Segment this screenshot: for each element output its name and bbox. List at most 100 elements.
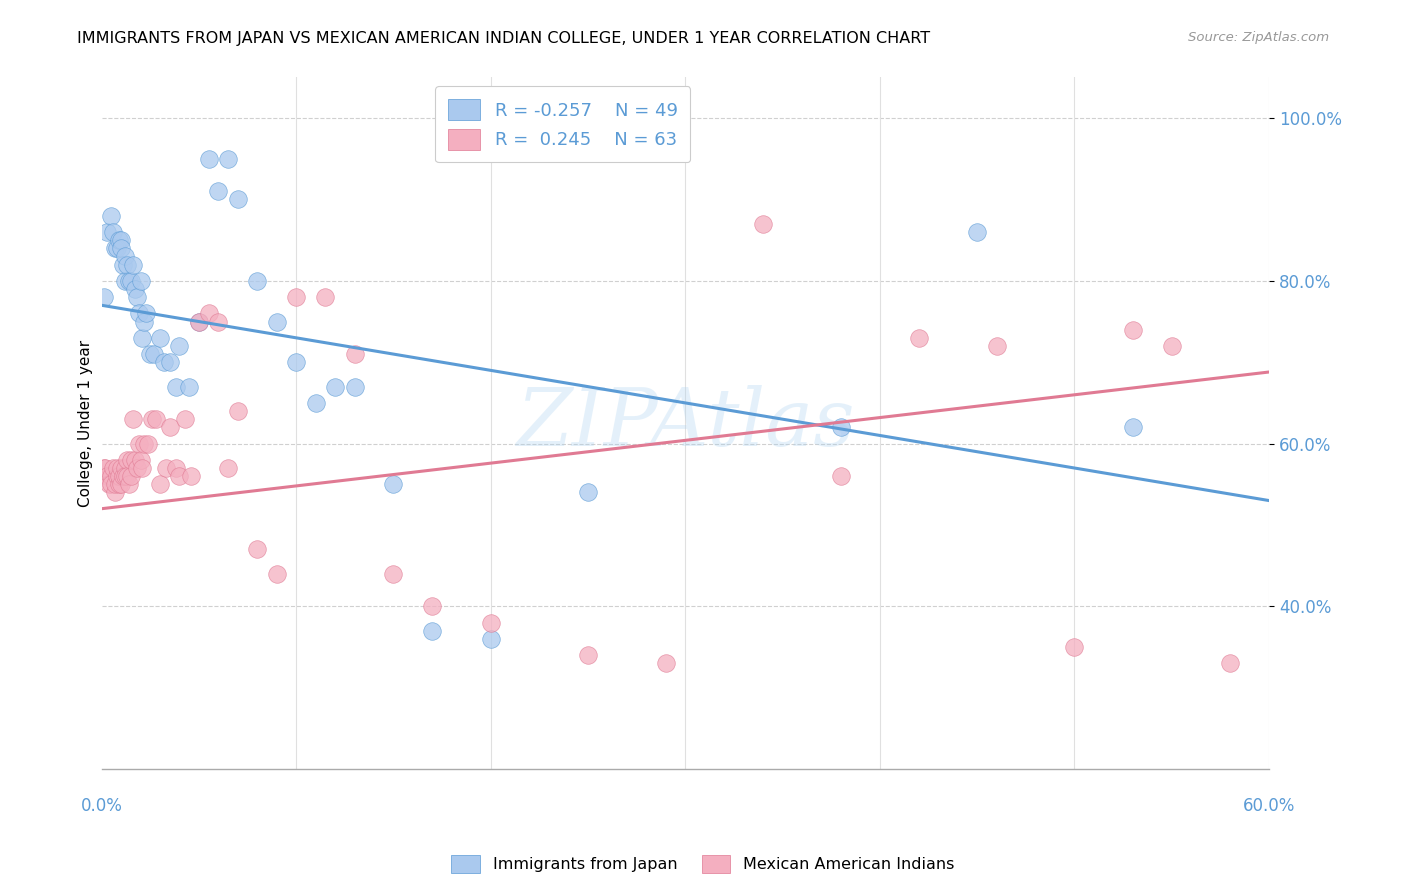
Point [169, 339, 191, 353]
Point [165, 461, 187, 475]
Point [246, 542, 269, 557]
Point [120, 274, 142, 288]
Point [382, 477, 405, 491]
Point [120, 469, 142, 483]
Point [266, 566, 288, 581]
Text: 0.0%: 0.0% [80, 797, 122, 814]
Point [1219, 657, 1241, 671]
Point [134, 314, 156, 328]
Point [115, 469, 138, 483]
Point [285, 290, 308, 304]
Point [1122, 323, 1144, 337]
Point [110, 241, 132, 255]
Text: 60.0%: 60.0% [1243, 797, 1295, 814]
Point [105, 469, 128, 483]
Point [105, 241, 128, 255]
Point [134, 436, 156, 450]
Point [108, 477, 131, 491]
Point [108, 233, 131, 247]
Point [124, 453, 146, 467]
Point [149, 477, 172, 491]
Point [343, 347, 366, 361]
Point [110, 477, 132, 491]
Point [131, 331, 153, 345]
Point [128, 306, 150, 320]
Point [479, 632, 502, 646]
Point [155, 461, 177, 475]
Point [285, 355, 308, 369]
Point [180, 469, 202, 483]
Point [323, 379, 346, 393]
Text: ZIPAtlas: ZIPAtlas [516, 384, 855, 462]
Point [98, 477, 121, 491]
Point [179, 379, 201, 393]
Point [169, 469, 191, 483]
Point [94, 461, 117, 475]
Point [110, 461, 132, 475]
Point [131, 461, 153, 475]
Point [217, 152, 239, 166]
Point [217, 461, 239, 475]
Point [118, 477, 141, 491]
Point [93, 461, 115, 475]
Point [174, 412, 197, 426]
Point [986, 339, 1008, 353]
Point [159, 420, 181, 434]
Point [1160, 339, 1182, 353]
Point [103, 461, 125, 475]
Point [105, 461, 128, 475]
Point [96, 225, 118, 239]
Point [93, 290, 115, 304]
Point [830, 469, 852, 483]
Point [111, 469, 134, 483]
Point [422, 624, 444, 638]
Point [422, 599, 444, 614]
Point [1122, 420, 1144, 434]
Point [115, 453, 138, 467]
Point [145, 412, 167, 426]
Point [114, 461, 136, 475]
Point [159, 355, 181, 369]
Point [143, 347, 166, 361]
Point [108, 469, 131, 483]
Legend: Immigrants from Japan, Mexican American Indians: Immigrants from Japan, Mexican American … [446, 848, 960, 880]
Point [149, 331, 172, 345]
Point [111, 258, 134, 272]
Point [576, 648, 599, 662]
Point [136, 436, 159, 450]
Point [104, 477, 127, 491]
Y-axis label: College, Under 1 year: College, Under 1 year [79, 340, 93, 507]
Point [343, 379, 366, 393]
Point [121, 412, 143, 426]
Point [121, 258, 143, 272]
Point [655, 657, 678, 671]
Point [382, 566, 405, 581]
Point [165, 379, 187, 393]
Point [110, 233, 132, 247]
Point [966, 225, 988, 239]
Point [114, 469, 136, 483]
Point [114, 274, 136, 288]
Point [104, 241, 127, 255]
Point [752, 217, 775, 231]
Point [141, 412, 163, 426]
Text: Source: ZipAtlas.com: Source: ZipAtlas.com [1188, 31, 1329, 45]
Point [187, 314, 209, 328]
Point [187, 314, 209, 328]
Point [128, 436, 150, 450]
Point [266, 314, 288, 328]
Legend: R = -0.257    N = 49, R =  0.245    N = 63: R = -0.257 N = 49, R = 0.245 N = 63 [434, 87, 690, 162]
Point [304, 396, 326, 410]
Point [830, 420, 852, 434]
Point [908, 331, 931, 345]
Point [207, 185, 229, 199]
Point [153, 355, 176, 369]
Point [104, 485, 127, 500]
Point [103, 225, 125, 239]
Point [139, 347, 162, 361]
Point [135, 306, 157, 320]
Point [479, 615, 502, 630]
Point [120, 453, 142, 467]
Point [115, 258, 138, 272]
Point [114, 250, 136, 264]
